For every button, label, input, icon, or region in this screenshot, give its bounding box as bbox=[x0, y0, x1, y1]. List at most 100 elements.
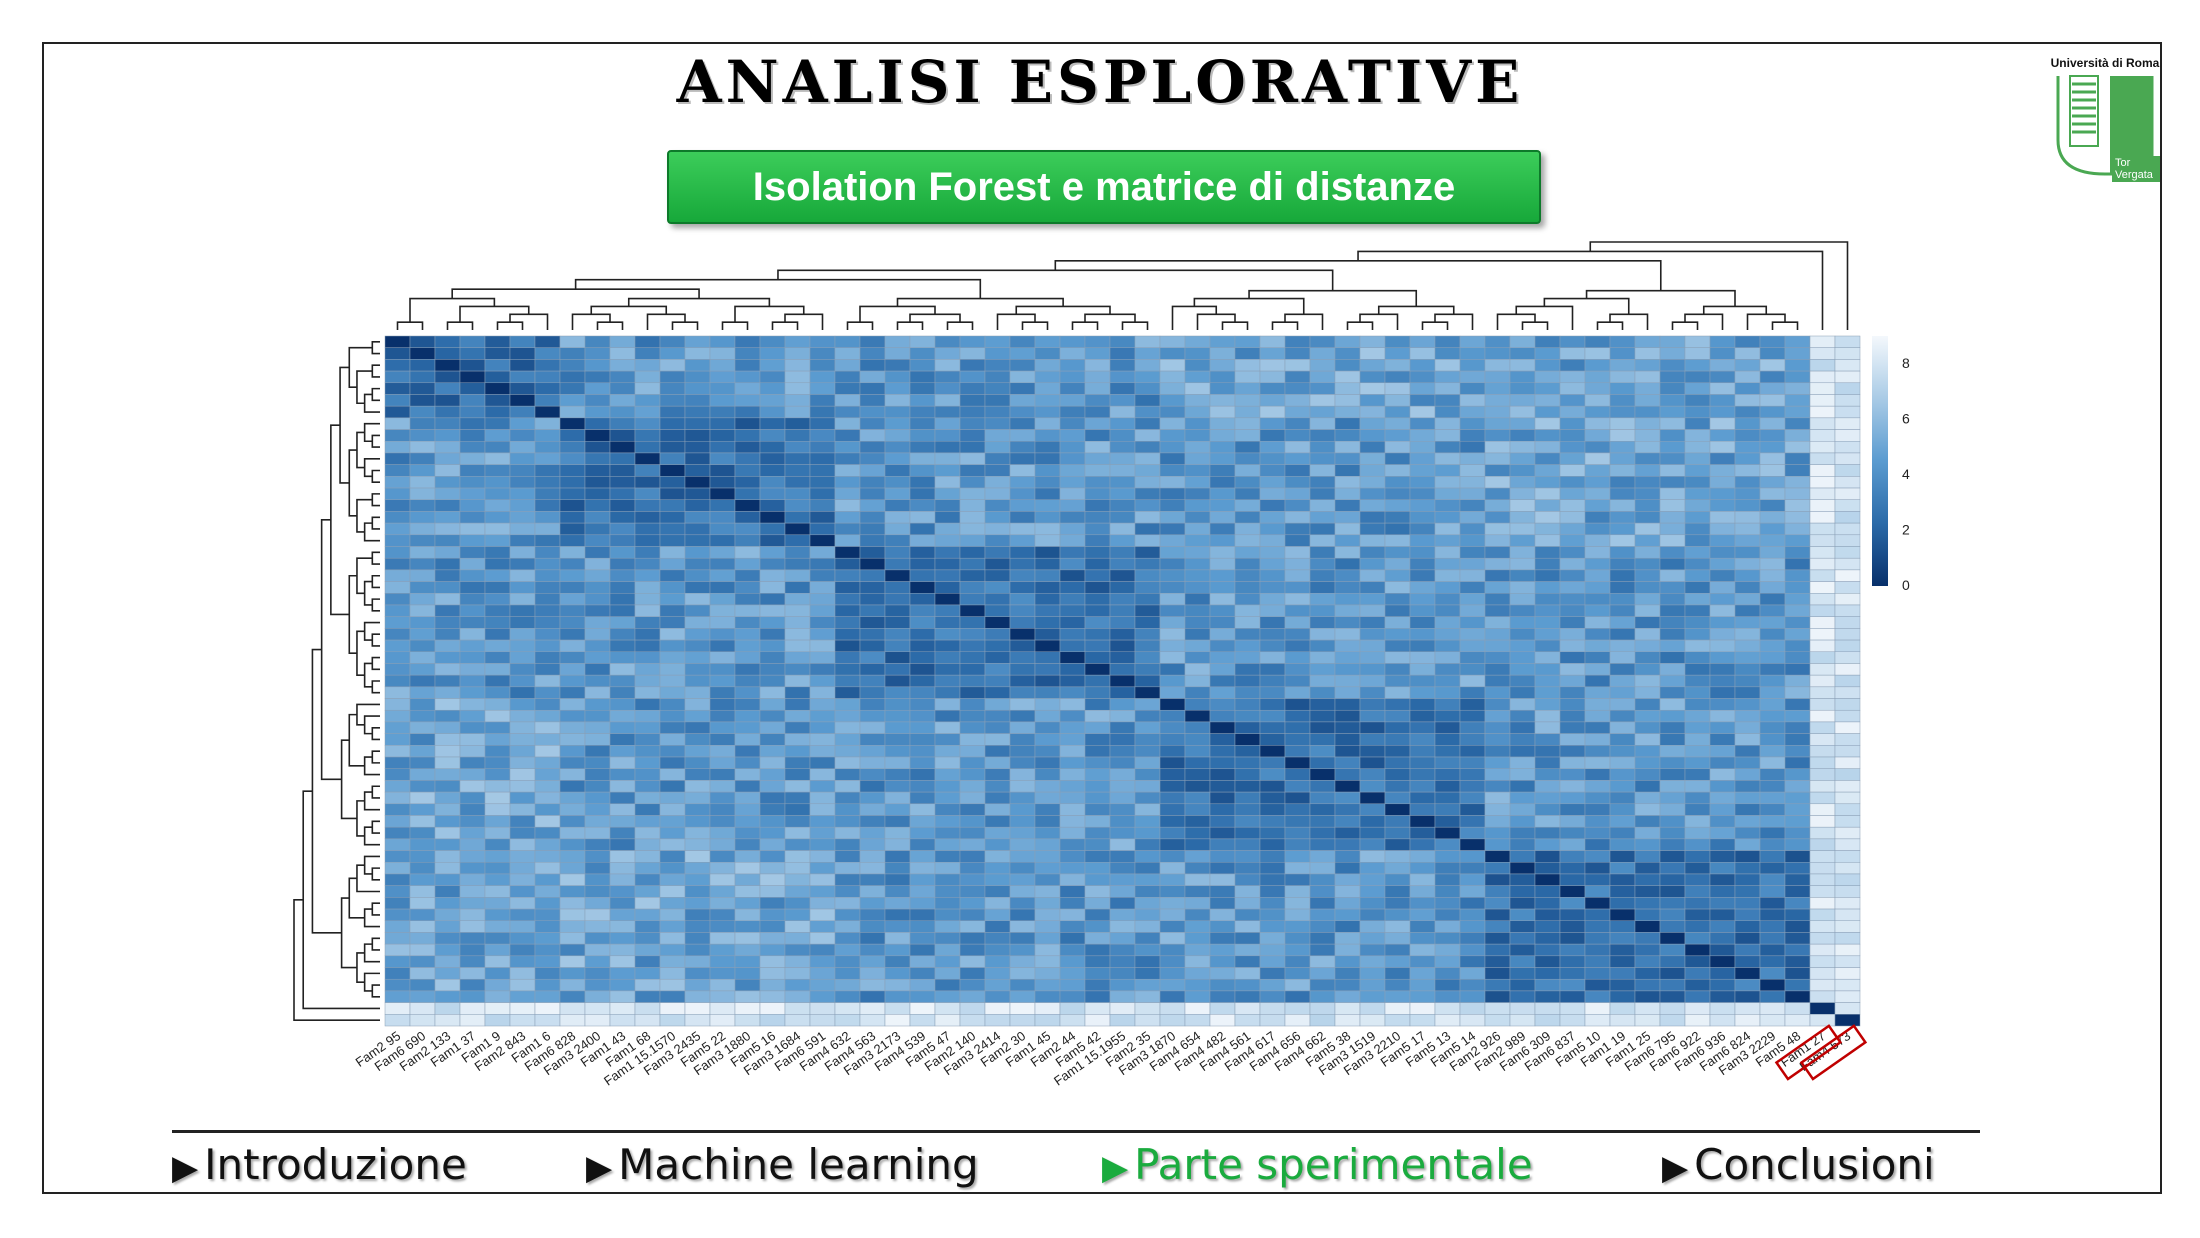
heatmap-cell bbox=[1584, 698, 1611, 711]
heatmap-cell bbox=[384, 967, 411, 980]
dendrogram-branch bbox=[496, 321, 524, 330]
heatmap-cell bbox=[834, 499, 861, 512]
nav-item-parte-sperimentale[interactable]: ▶ Parte sperimentale bbox=[1102, 1140, 1533, 1189]
heatmap-cell bbox=[1259, 616, 1286, 629]
heatmap-cell bbox=[1334, 604, 1361, 617]
heatmap-cell bbox=[909, 628, 936, 641]
heatmap-cell bbox=[1334, 780, 1361, 793]
heatmap-cell bbox=[1334, 522, 1361, 536]
heatmap-cell bbox=[1309, 417, 1336, 430]
heatmap-cell bbox=[1234, 628, 1261, 641]
heatmap-cell bbox=[1384, 920, 1411, 933]
heatmap-cell bbox=[859, 417, 886, 430]
heatmap-cell bbox=[559, 1014, 586, 1027]
heatmap-cell bbox=[1134, 920, 1161, 933]
heatmap-cell bbox=[1709, 850, 1736, 863]
heatmap-cell bbox=[1109, 780, 1136, 793]
heatmap-cell bbox=[1034, 908, 1061, 921]
heatmap-cell bbox=[1584, 745, 1611, 758]
heatmap-cell bbox=[1284, 733, 1311, 746]
heatmap-cell bbox=[1159, 522, 1186, 536]
heatmap-cell bbox=[1209, 1014, 1236, 1027]
heatmap-cell bbox=[1534, 534, 1561, 547]
heatmap-cell bbox=[1109, 370, 1136, 384]
heatmap-cell bbox=[1034, 674, 1061, 688]
heatmap-cell bbox=[1184, 745, 1211, 758]
heatmap-cell bbox=[684, 897, 711, 910]
heatmap-cell bbox=[1409, 359, 1436, 372]
heatmap-cell bbox=[1259, 347, 1286, 360]
heatmap-cell bbox=[1059, 593, 1086, 606]
heatmap-cell bbox=[1259, 768, 1286, 781]
heatmap-cell bbox=[1609, 733, 1636, 746]
heatmap-cell bbox=[1834, 359, 1861, 372]
heatmap-cell bbox=[384, 476, 411, 489]
heatmap-cell bbox=[734, 557, 761, 571]
heatmap-cell bbox=[409, 1014, 436, 1027]
heatmap-cell bbox=[1134, 628, 1161, 641]
heatmap-cell bbox=[1559, 370, 1586, 384]
heatmap-cell bbox=[1009, 581, 1036, 594]
heatmap-cell bbox=[1084, 897, 1111, 910]
heatmap-cell bbox=[1559, 522, 1586, 536]
heatmap-cell bbox=[834, 967, 861, 980]
heatmap-cell bbox=[1209, 452, 1236, 465]
heatmap-cell bbox=[1759, 943, 1786, 957]
heatmap-cell bbox=[984, 908, 1011, 921]
heatmap-cell bbox=[409, 663, 436, 676]
heatmap-cell bbox=[984, 838, 1011, 851]
heatmap-cell bbox=[534, 382, 561, 395]
heatmap-cell bbox=[634, 826, 661, 840]
heatmap-cell bbox=[1584, 897, 1611, 910]
heatmap-cell bbox=[1284, 651, 1311, 664]
heatmap-cell bbox=[1709, 347, 1736, 360]
heatmap-cell bbox=[1459, 791, 1486, 805]
heatmap-cell bbox=[1409, 745, 1436, 758]
heatmap-cell bbox=[1734, 405, 1761, 419]
heatmap-cell bbox=[909, 709, 936, 723]
nav-item-conclusioni[interactable]: ▶ Conclusioni bbox=[1662, 1140, 1935, 1189]
heatmap-cell bbox=[1159, 534, 1186, 547]
heatmap-cell bbox=[959, 756, 986, 769]
heatmap-cell bbox=[1109, 721, 1136, 734]
heatmap-cell bbox=[1159, 745, 1186, 758]
heatmap-cell bbox=[1284, 663, 1311, 676]
heatmap-cell bbox=[534, 838, 561, 851]
heatmap-cell bbox=[1184, 347, 1211, 360]
heatmap-cell bbox=[884, 756, 911, 769]
heatmap-cell bbox=[759, 920, 786, 933]
heatmap-cell bbox=[559, 826, 586, 840]
heatmap-cell bbox=[1734, 581, 1761, 594]
heatmap-cell bbox=[609, 990, 636, 1003]
heatmap-cell bbox=[984, 686, 1011, 699]
heatmap-cell bbox=[1259, 780, 1286, 793]
heatmap-cell bbox=[1084, 534, 1111, 547]
heatmap-cell bbox=[1259, 405, 1286, 419]
heatmap-cell bbox=[984, 733, 1011, 746]
heatmap-cell bbox=[1409, 955, 1436, 968]
heatmap-cell bbox=[734, 534, 761, 547]
heatmap-cell bbox=[984, 768, 1011, 781]
heatmap-cell bbox=[1334, 476, 1361, 489]
dendrogram-branch bbox=[1084, 313, 1136, 323]
heatmap-cell bbox=[1834, 546, 1861, 559]
heatmap-cell bbox=[1534, 335, 1561, 348]
heatmap-cell bbox=[1809, 441, 1836, 454]
heatmap-cell bbox=[1209, 663, 1236, 676]
heatmap-cell bbox=[1309, 546, 1336, 559]
dendrogram-branch bbox=[1015, 305, 1111, 315]
heatmap-cell bbox=[909, 405, 936, 419]
heatmap-cell bbox=[984, 745, 1011, 758]
heatmap-cell bbox=[1784, 651, 1811, 664]
heatmap-cell bbox=[1384, 546, 1411, 559]
heatmap-cell bbox=[959, 452, 986, 465]
heatmap-cell bbox=[934, 674, 961, 688]
nav-item-machine-learning[interactable]: ▶ Machine learning bbox=[586, 1140, 979, 1189]
heatmap-cell bbox=[1709, 862, 1736, 875]
heatmap-cell bbox=[1009, 967, 1036, 980]
heatmap-cell bbox=[984, 1002, 1011, 1015]
nav-item-introduzione[interactable]: ▶ Introduzione bbox=[172, 1140, 467, 1189]
heatmap-cell bbox=[1334, 639, 1361, 653]
heatmap-cell bbox=[609, 382, 636, 395]
heatmap-cell bbox=[1484, 885, 1511, 898]
